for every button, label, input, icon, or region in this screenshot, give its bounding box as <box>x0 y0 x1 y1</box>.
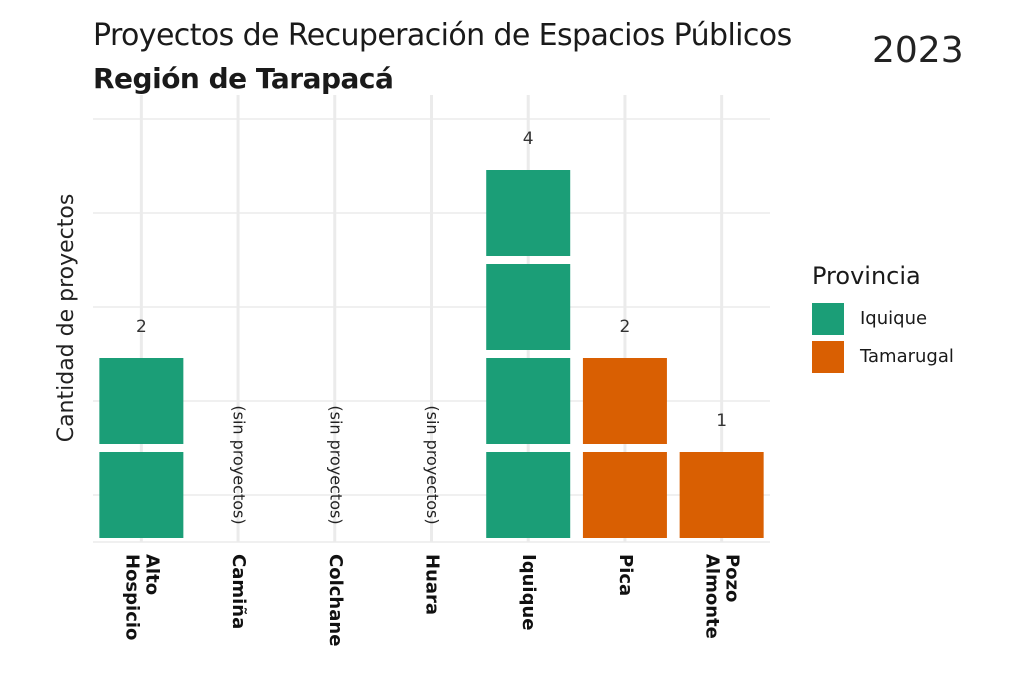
x-tick-label: Colchane <box>325 554 346 646</box>
legend-label: Tamarugal <box>860 346 954 367</box>
x-tick-label-line: Alto <box>141 554 162 595</box>
x-tick-label: Camiña <box>228 554 249 629</box>
x-tick-label: Huara <box>422 554 443 615</box>
data-label: 4 <box>523 129 534 149</box>
bar-tile <box>486 358 571 444</box>
x-tick-label-line: Hospicio <box>121 554 142 640</box>
bar-tile <box>582 358 667 444</box>
legend-key-iquique <box>812 303 844 335</box>
bar-tile <box>99 358 184 444</box>
empty-annotation: (sin proyectos) <box>423 405 442 524</box>
y-axis-label: Cantidad de proyectos <box>54 194 79 443</box>
bar-tile <box>679 452 764 538</box>
empty-annotation: (sin proyectos) <box>230 405 249 524</box>
x-tick-label-line: Pica <box>615 554 636 596</box>
x-tick-label-line: Pozo <box>722 554 743 602</box>
x-tick-label-line: Huara <box>422 554 443 615</box>
bar-tile <box>486 264 571 350</box>
x-tick-label-line: Almonte <box>702 554 723 639</box>
data-label: 2 <box>136 317 147 337</box>
x-tick-label: Pica <box>615 554 636 596</box>
legend-title: Provincia <box>812 262 921 290</box>
bar-tile <box>582 452 667 538</box>
chart-subtitle: Región de Tarapacá <box>93 62 394 95</box>
chart-title: Proyectos de Recuperación de Espacios Pú… <box>93 18 792 53</box>
data-label: 1 <box>716 411 727 431</box>
bar-tile <box>99 452 184 538</box>
bar-tile <box>486 452 571 538</box>
x-tick-label-line: Camiña <box>228 554 249 629</box>
legend-label: Iquique <box>860 308 928 329</box>
bar-tile <box>486 170 571 256</box>
data-label: 2 <box>620 317 631 337</box>
year-label: 2023 <box>872 30 964 71</box>
x-tick-label-line: Iquique <box>518 554 539 630</box>
x-tick-label-line: Colchane <box>325 554 346 646</box>
x-tick-label: Iquique <box>518 554 539 630</box>
legend-key-tamarugal <box>812 341 844 373</box>
empty-annotation: (sin proyectos) <box>326 405 345 524</box>
